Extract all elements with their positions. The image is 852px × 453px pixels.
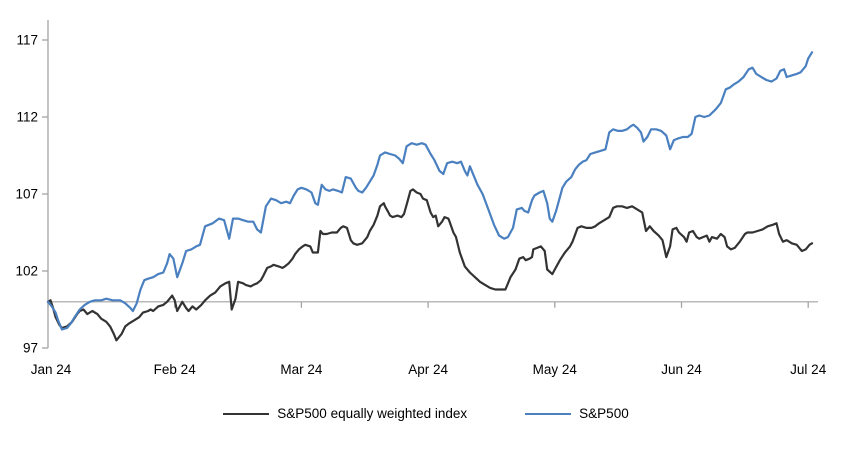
x-axis-tick-label: Jul 24 [790,362,827,377]
x-axis-tick-label: Feb 24 [154,362,197,377]
legend-label-equal-weight: S&P500 equally weighted index [277,406,468,421]
sp500-series-line [46,51,814,331]
sp500-line-swatch [525,412,572,415]
y-axis-tick-label: 112 [16,110,38,125]
y-axis-tick-label: 102 [15,264,38,279]
y-axis-tick-label: 117 [16,33,38,48]
legend-entry-sp500: S&P500 [525,406,629,421]
y-axis-tick-label: 97 [23,341,38,356]
legend-label-sp500: S&P500 [579,406,629,421]
legend-entry-equal-weight: S&P500 equally weighted index [223,406,467,421]
equal-weight-series-line [46,188,814,342]
chart-legend: S&P500 equally weighted index S&P500 [0,406,852,421]
equal-weight-line-swatch [223,412,270,415]
x-axis-tick-label: Mar 24 [280,362,323,377]
x-axis-tick-label: Apr 24 [408,362,448,377]
x-axis-tick-label: May 24 [533,362,578,377]
x-axis-tick-label: Jan 24 [31,362,72,377]
y-axis-tick-label: 107 [15,187,38,202]
x-axis-tick-label: Jun 24 [661,362,702,377]
